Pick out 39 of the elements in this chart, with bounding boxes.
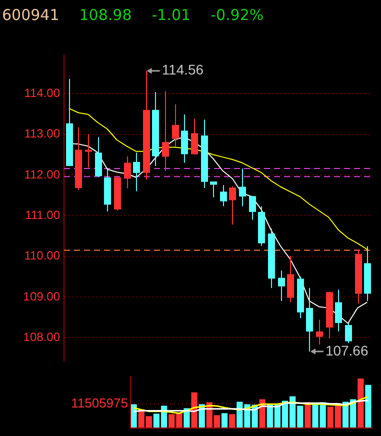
candlestick — [249, 196, 256, 220]
candlestick — [133, 152, 140, 192]
candlestick — [181, 114, 188, 164]
bar — [304, 402, 311, 428]
text: -1.01 — [152, 6, 191, 24]
y-tick-label: 113.00 — [24, 126, 60, 141]
candlestick — [95, 136, 102, 178]
bar — [229, 414, 236, 428]
candlestick — [162, 90, 169, 172]
bar — [191, 392, 198, 428]
bar — [221, 413, 228, 428]
candlestick — [345, 322, 352, 344]
candlestick — [220, 184, 227, 207]
candlestick — [239, 168, 246, 207]
y-tick-label: 114.00 — [24, 86, 60, 100]
y-tick-label: 109.00 — [23, 289, 60, 304]
text: -0.92% — [210, 6, 264, 24]
chart-title: 600941 — [2, 6, 60, 24]
candlestick — [306, 288, 313, 352]
y-tick-label: 111.00 — [25, 208, 60, 222]
text: 11505975 — [71, 395, 128, 410]
candlestick — [229, 186, 236, 226]
y-tick-label: 112.00 — [24, 167, 60, 182]
candlestick — [316, 319, 323, 346]
y-tick-label: 110.00 — [24, 248, 60, 263]
annotation: 114.56 — [162, 62, 204, 78]
candlestick — [172, 104, 179, 147]
candlestick — [124, 156, 131, 189]
candlestick — [85, 134, 92, 168]
bar — [358, 378, 364, 428]
candlestick — [210, 180, 217, 198]
candlestick — [278, 270, 285, 302]
y-tick-label: 108.00 — [23, 330, 60, 344]
candlestick — [191, 118, 198, 156]
text: 108.98 — [79, 6, 132, 24]
bar — [365, 384, 372, 428]
candlestick — [287, 255, 294, 303]
annotation: 107.66 — [325, 342, 368, 358]
candlestick — [335, 289, 342, 332]
